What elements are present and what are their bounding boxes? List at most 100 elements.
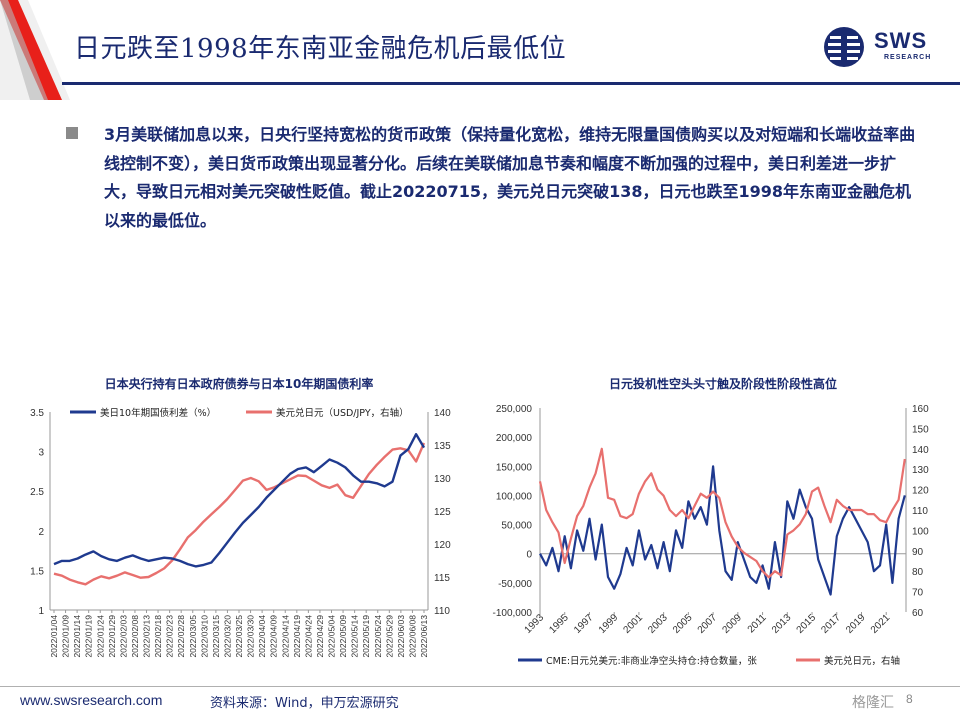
y-tick-label-right: 130 bbox=[434, 474, 451, 485]
header-divider bbox=[62, 82, 960, 85]
series-line-net-shorts bbox=[539, 465, 906, 596]
x-tick-label: 2022/04/09 bbox=[269, 615, 279, 658]
y-tick-label-left: 200,000 bbox=[496, 433, 533, 444]
y-tick-label-left: 1.5 bbox=[30, 566, 44, 577]
y-tick-label-left: 0 bbox=[526, 550, 532, 561]
y-tick-label-left: 3 bbox=[38, 448, 44, 459]
y-tick-label-right: 125 bbox=[434, 507, 451, 518]
y-tick-label-left: 150,000 bbox=[496, 462, 533, 473]
legend-label-usdjpy: 美元兑日元，右轴 bbox=[824, 655, 900, 667]
y-tick-label-left: 100,000 bbox=[496, 491, 533, 502]
body-paragraph: 3月美联储加息以来，日央行坚持宽松的货币政策（保持量化宽松，维持无限量国债购买以… bbox=[104, 125, 916, 230]
footer-divider bbox=[0, 686, 960, 687]
y-tick-label-right: 140 bbox=[912, 445, 929, 456]
watermark: 格隆汇 bbox=[852, 695, 894, 711]
y-tick-label-left: 50,000 bbox=[501, 521, 532, 532]
x-tick-label: 2022/01/24 bbox=[95, 615, 105, 658]
x-tick-label: 2022/01/09 bbox=[61, 615, 71, 658]
x-tick-label: 2022/04/04 bbox=[257, 615, 267, 658]
x-tick-label: 2022/06/03 bbox=[396, 615, 406, 658]
chart-jpy-shorts-svg: 日元投机性空头头寸触及阶段性阶段性高位 -100,000 -50,000 0 50,00… bbox=[493, 376, 930, 667]
y-tick-label-right: 110 bbox=[434, 606, 450, 617]
x-tick-label: 2022/05/24 bbox=[373, 615, 383, 658]
x-tick-label: 2009 bbox=[720, 612, 744, 636]
x-tick-label: 2022/06/08 bbox=[407, 615, 417, 658]
x-tick-label: 2022/02/08 bbox=[130, 615, 140, 658]
footer-source: 资料来源：Wind，申万宏源研究 bbox=[210, 696, 399, 711]
y-tick-label-right: 80 bbox=[912, 567, 924, 578]
legend-label-usdjpy: 美元兑日元（USD/JPY，右轴） bbox=[276, 407, 409, 419]
page-title: 日元跌至1998年东南亚金融危机后最低位 bbox=[74, 34, 567, 64]
y-tick-label-right: 90 bbox=[912, 547, 924, 558]
x-tick-label: 2022/02/28 bbox=[176, 615, 186, 658]
x-tick-label: 1997 bbox=[572, 612, 596, 636]
x-tick-label: 2022/06/13 bbox=[419, 615, 429, 658]
y-tick-label-right: 130 bbox=[912, 465, 929, 476]
x-tick-label: 2007 bbox=[696, 612, 720, 636]
x-tick-label: 2022/03/25 bbox=[234, 615, 244, 658]
sws-logo-icon bbox=[824, 27, 864, 67]
y-tick-label-left: -100,000 bbox=[493, 608, 533, 619]
x-tick-label: 2022/05/29 bbox=[384, 615, 394, 658]
chart-title: 日元投机性空头头寸触及阶段性阶段性高位 bbox=[609, 376, 837, 391]
y-tick-label-left: 1 bbox=[38, 606, 44, 617]
x-tick-label: 2022/01/14 bbox=[72, 615, 82, 658]
y-tick-label-right: 70 bbox=[912, 588, 924, 599]
footer-url-link[interactable]: www.swsresearch.com bbox=[20, 692, 163, 708]
x-tick-label: 2017 bbox=[819, 612, 843, 636]
x-tick-label: 1999 bbox=[597, 612, 621, 636]
x-tick-label: 2005 bbox=[671, 612, 695, 636]
y-tick-label-right: 135 bbox=[434, 441, 451, 452]
logo-text: SWS bbox=[874, 28, 928, 53]
corner-decoration bbox=[0, 0, 70, 100]
chart-jgb-spread-svg: 日本央行持有日本政府债券与日本10年期国债利率 1 1.5 2 2.5 3 3.5 110 11… bbox=[30, 376, 451, 658]
x-tick-label: 2001 bbox=[622, 612, 646, 636]
y-tick-label-right: 120 bbox=[434, 540, 451, 551]
x-tick-label: 2022/03/20 bbox=[222, 615, 232, 658]
x-tick-label: 2003 bbox=[646, 612, 670, 636]
y-tick-label-right: 110 bbox=[912, 506, 928, 517]
x-tick-label: 2022/05/19 bbox=[361, 615, 371, 658]
x-tick-label: 2022/02/03 bbox=[118, 615, 128, 658]
y-tick-label-right: 120 bbox=[912, 486, 929, 497]
x-tick-label: 2022/02/23 bbox=[165, 615, 175, 658]
y-tick-label-left: 250,000 bbox=[496, 404, 533, 415]
x-tick-label: 2022/03/15 bbox=[211, 615, 221, 658]
x-tick-label: 2013 bbox=[770, 612, 794, 636]
series-line-spread bbox=[53, 433, 426, 568]
chart-jgb-spread: 日本央行持有日本政府债券与日本10年期国债利率 1 1.5 2 2.5 3 3.5 110 11… bbox=[20, 372, 470, 682]
bullet-square-icon bbox=[66, 127, 78, 139]
x-tick-label: 2022/04/19 bbox=[292, 615, 302, 658]
y-tick-label-left: 3.5 bbox=[30, 408, 44, 419]
x-tick-label: 2021 bbox=[869, 612, 893, 636]
x-tick-label: 2015 bbox=[795, 612, 819, 636]
x-tick-label: 2022/01/04 bbox=[49, 615, 59, 658]
x-tick-label: 2022/04/14 bbox=[280, 615, 290, 658]
chart-title: 日本央行持有日本政府债券与日本10年期国债利率 bbox=[105, 376, 374, 391]
x-tick-label: 2022/05/09 bbox=[338, 615, 348, 658]
y-tick-label-right: 140 bbox=[434, 408, 451, 419]
y-tick-label-right: 160 bbox=[912, 404, 929, 415]
x-tick-label: 2022/05/04 bbox=[327, 615, 337, 658]
y-tick-label-right: 60 bbox=[912, 608, 924, 619]
x-tick-label: 2022/01/19 bbox=[84, 615, 94, 658]
y-tick-label-right: 115 bbox=[434, 573, 450, 584]
logo-subtext: RESEARCH bbox=[884, 54, 932, 61]
x-tick-label: 2022/03/10 bbox=[199, 615, 209, 658]
chart-jpy-shorts: 日元投机性空头头寸触及阶段性阶段性高位 -100,000 -50,000 0 50,00… bbox=[478, 372, 958, 682]
page-number: 8 bbox=[906, 692, 913, 706]
y-tick-label-left: 2.5 bbox=[30, 487, 44, 498]
y-tick-label-left: -50,000 bbox=[498, 579, 532, 590]
x-tick-label: 2022/03/05 bbox=[188, 615, 198, 658]
y-tick-label-left: 2 bbox=[38, 527, 44, 538]
x-tick-label: 2022/03/30 bbox=[246, 615, 256, 658]
x-tick-label: 2019 bbox=[844, 612, 868, 636]
x-tick-label: 2022/05/14 bbox=[350, 615, 360, 658]
x-tick-label: 2022/02/18 bbox=[153, 615, 163, 658]
x-tick-label: 2022/04/29 bbox=[315, 615, 325, 658]
x-tick-label: 2011 bbox=[746, 612, 769, 635]
series-line-usdjpy bbox=[538, 447, 906, 579]
legend-label-spread: 美日10年期国债利差（%） bbox=[100, 407, 216, 419]
series-line-usdjpy bbox=[53, 442, 426, 586]
y-tick-label-right: 100 bbox=[912, 526, 929, 537]
